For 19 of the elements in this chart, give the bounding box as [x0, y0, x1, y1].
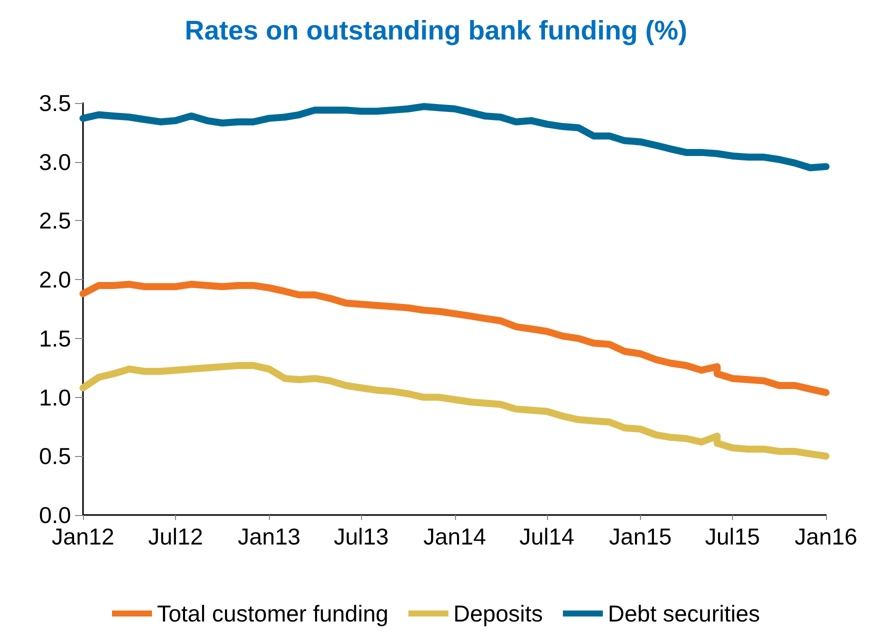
x-tick-label: Jan16: [794, 524, 858, 550]
x-tick-label: Jul15: [704, 524, 760, 550]
y-tick-label: 2.5: [39, 208, 71, 234]
y-tick-label: 2.0: [39, 266, 71, 293]
x-tick-label: Jan15: [609, 524, 672, 550]
x-tick-label: Jan14: [423, 524, 486, 550]
x-tick-label: Jul12: [148, 524, 204, 550]
y-tick-label: 3.0: [39, 148, 71, 175]
legend-label: Total customer funding: [157, 600, 388, 626]
x-tick-label: Jul14: [519, 524, 575, 550]
legend-label: Deposits: [453, 600, 543, 626]
chart-title: Rates on outstanding bank funding (%): [184, 16, 688, 46]
y-tick-label: 3.5: [39, 90, 71, 116]
x-tick-label: Jan13: [238, 524, 300, 550]
x-tick-label: Jul13: [334, 524, 389, 550]
y-tick-label: 0.5: [39, 443, 71, 470]
legend-label: Debt securities: [608, 600, 760, 626]
y-tick-label: 1.0: [39, 384, 71, 410]
y-tick-label: 1.5: [39, 325, 71, 352]
